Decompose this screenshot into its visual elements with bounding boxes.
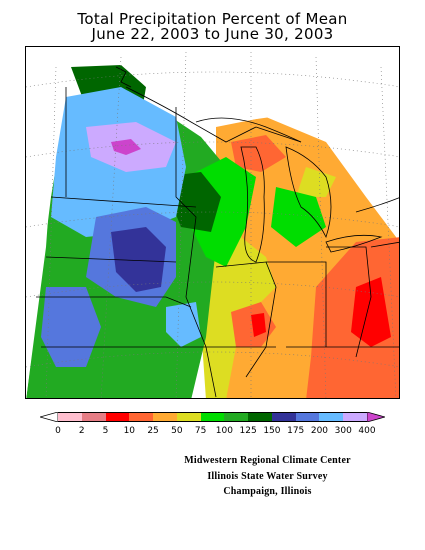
state-boundaries	[36, 86, 399, 398]
legend-tick-label: 400	[358, 426, 376, 436]
legend-tick-label: 0	[55, 426, 61, 436]
legend-tick-label: 300	[334, 426, 352, 436]
region-magenta	[111, 139, 141, 155]
legend-swatch	[58, 412, 82, 422]
color-legend: 0 2 5 10 25 50 75 100 125 150 175 200 300 400	[40, 412, 385, 440]
legend-swatch	[248, 412, 273, 422]
legend-swatch	[105, 412, 130, 422]
map-title-line-1: Total Precipitation Percent of Mean	[77, 10, 348, 28]
map-title-line-2: June 22, 2003 to June 30, 2003	[91, 25, 334, 43]
legend-tick-label: 125	[239, 426, 257, 436]
legend-swatch	[81, 412, 106, 422]
legend-tick-label: 5	[102, 426, 109, 436]
lake-outlines	[115, 66, 399, 263]
legend-swatch	[153, 412, 178, 422]
legend-tick-label: 75	[194, 426, 207, 436]
legend-tick-label: 25	[147, 426, 159, 436]
legend-swatch	[343, 412, 368, 422]
region-yellow-2	[296, 167, 336, 197]
precip-regions	[26, 47, 399, 398]
region-bright-green-2	[271, 187, 326, 247]
legend-swatch	[271, 412, 296, 422]
legend-tick-label: 2	[78, 426, 85, 436]
legend-tick-label: 10	[123, 426, 136, 436]
credit-organization: Midwestern Regional Climate Center	[184, 455, 351, 466]
legend-arrow-high	[367, 412, 385, 422]
legend-swatch	[224, 412, 249, 422]
credit-location: Champaign, Illinois	[223, 486, 312, 497]
legend-swatch	[176, 412, 201, 422]
graticule	[26, 51, 399, 398]
map-canvas	[26, 47, 399, 398]
legend-tick-label: 50	[171, 426, 183, 436]
region-red-center	[251, 313, 266, 337]
legend-swatch	[295, 412, 320, 422]
region-no-data-north	[26, 47, 399, 398]
precipitation-map	[25, 46, 400, 399]
legend-tick-label: 200	[310, 426, 329, 436]
legend-swatch	[319, 412, 344, 422]
legend-swatch	[129, 412, 154, 422]
legend-arrow-low	[40, 412, 58, 422]
region-red-se	[351, 277, 391, 347]
legend-swatch	[200, 412, 225, 422]
legend-tick-label: 150	[263, 426, 281, 436]
region-dark-blue	[111, 227, 166, 292]
legend-tick-label: 175	[287, 426, 305, 436]
legend-tick-label: 100	[215, 426, 233, 436]
credit-survey: Illinois State Water Survey	[207, 471, 328, 482]
